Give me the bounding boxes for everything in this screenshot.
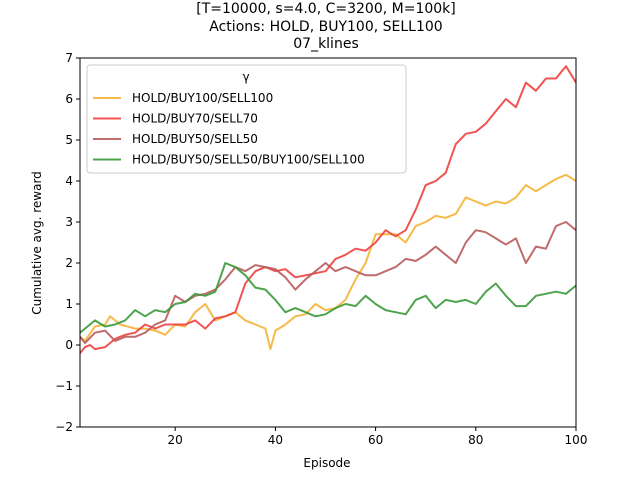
legend-frame (86, 64, 407, 174)
y-tick-label: 3 (65, 215, 73, 229)
series-line-1 (80, 173, 576, 351)
x-tick-label: 40 (268, 433, 283, 447)
chart-title-line-1: [T=10000, s=4.0, C=3200, M=100k] (196, 1, 456, 17)
series-line-2 (80, 65, 576, 354)
series-line-3 (80, 221, 576, 344)
chart-title-line-3: 07_klines (293, 36, 358, 52)
y-tick-label: −2 (55, 420, 73, 434)
x-axis-label: Episode (303, 456, 350, 470)
legend-label-3: HOLD/BUY50/SELL50 (132, 132, 258, 146)
y-tick-label: 2 (65, 256, 73, 270)
x-tick-label: 20 (168, 433, 183, 447)
legend-title: γ (242, 70, 249, 84)
legend-label-1: HOLD/BUY100/SELL100 (132, 91, 273, 105)
y-tick-label: 0 (65, 338, 73, 352)
y-tick-label: 5 (65, 133, 73, 147)
y-axis-label: Cumulative avg. reward (30, 171, 44, 315)
plot-frame (79, 57, 577, 428)
y-tick-label: 1 (65, 297, 73, 311)
chart-title: [T=10000, s=4.0, C=3200, M=100k] Actions… (196, 1, 456, 52)
legend-entries: HOLD/BUY100/SELL100 HOLD/BUY70/SELL70 HOLD… (93, 91, 365, 167)
x-tick-label: 60 (368, 433, 383, 447)
y-tick-label: 7 (65, 51, 73, 65)
y-tick-label: 6 (65, 92, 73, 106)
ticks: 20 40 60 80 100 −2 −1 0 1 2 3 4 5 6 7 (55, 51, 587, 447)
series-line-4 (80, 262, 576, 334)
legend-label-2: HOLD/BUY70/SELL70 (132, 112, 258, 126)
series-layer (80, 65, 576, 354)
y-tick-label: 4 (65, 174, 73, 188)
legend: γ HOLD/BUY100/SELL100HOLD/BUY70/SELL70HO… (86, 64, 407, 174)
axes (79, 57, 577, 428)
legend-label-4: HOLD/BUY50/SELL50/BUY100/SELL100 (132, 153, 365, 167)
x-tick-label: 100 (565, 433, 588, 447)
chart-title-line-2: Actions: HOLD, BUY100, SELL100 (209, 19, 442, 35)
x-tick-label: 80 (468, 433, 483, 447)
y-tick-label: −1 (55, 379, 73, 393)
